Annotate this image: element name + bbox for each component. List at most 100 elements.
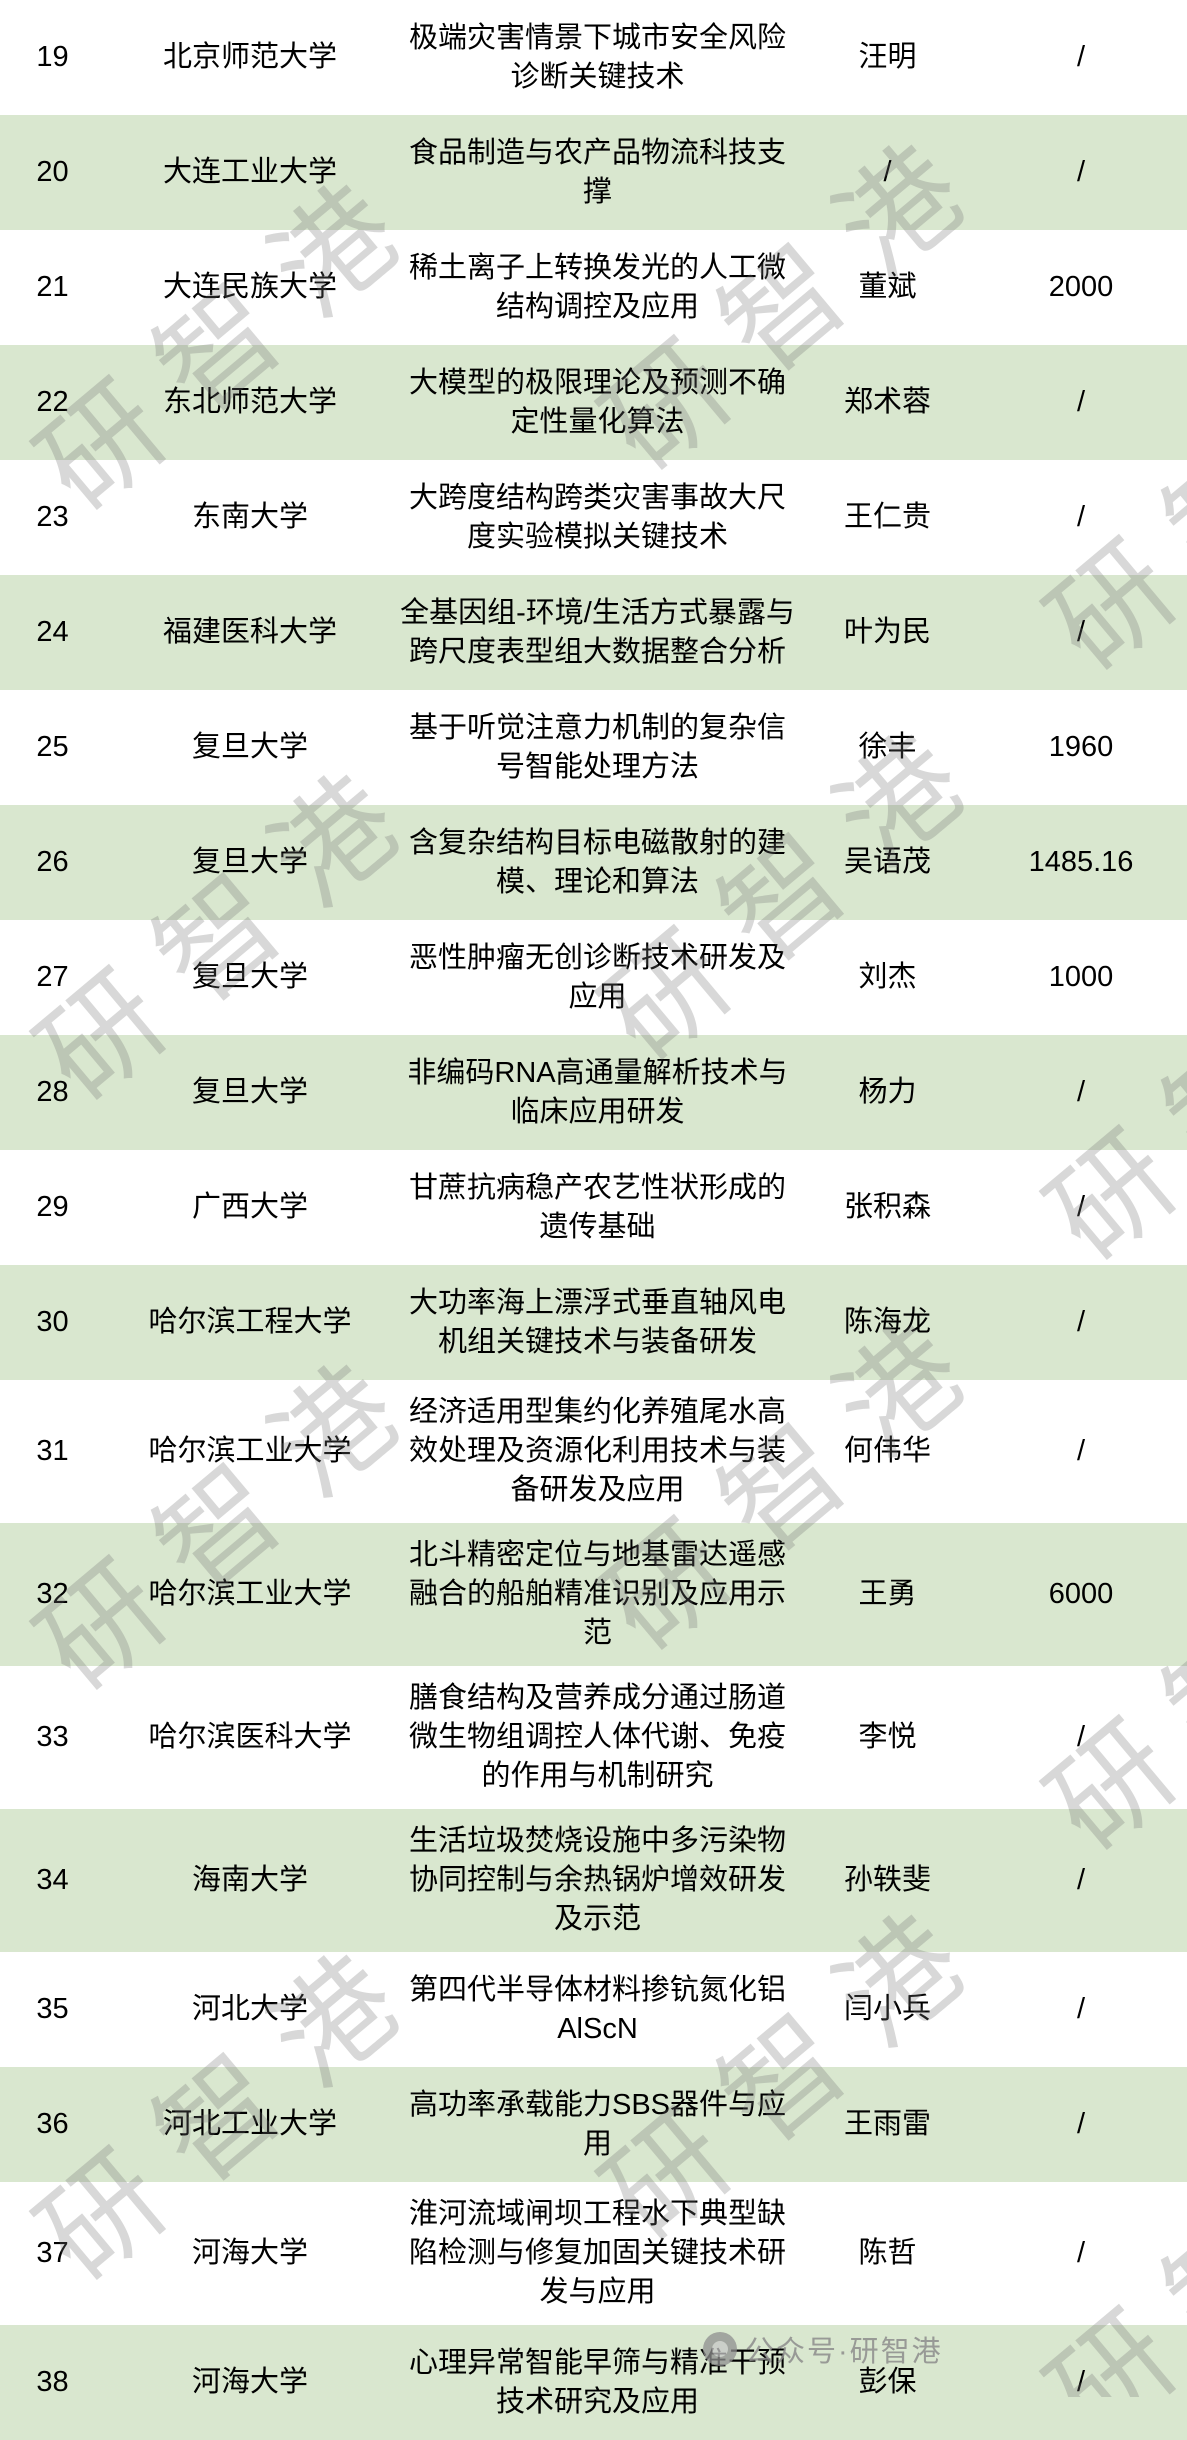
row-number-cell: 38 (36, 2366, 69, 2398)
university-cell: 东北师范大学 (162, 386, 337, 418)
table-row: 25 复旦大学 基于听觉注意力机制的复杂信号智能处理方法 徐丰 1960 (0, 690, 1187, 805)
row-number-cell: 27 (36, 961, 69, 993)
leader-name-cell: 郑术蓉 (843, 386, 931, 418)
university-cell: 哈尔滨工业大学 (148, 1435, 352, 1467)
project-title-cell: 非编码RNA高通量解析技术与临床应用研发 (407, 1056, 788, 1128)
university-cell: 海南大学 (191, 1864, 308, 1896)
project-title-cell: 全基因组-环境/生活方式暴露与跨尺度表型组大数据整合分析 (400, 596, 795, 668)
university-cell: 福建医科大学 (162, 616, 337, 648)
university-cell: 哈尔滨工业大学 (148, 1578, 352, 1610)
row-number-cell: 36 (36, 2108, 69, 2140)
table-row: 28 复旦大学 非编码RNA高通量解析技术与临床应用研发 杨力 / (0, 1035, 1187, 1150)
project-title-cell: 大模型的极限理论及预测不确定性量化算法 (408, 366, 786, 438)
funding-amount-cell: / (1076, 386, 1086, 418)
university-cell: 哈尔滨工程大学 (148, 1306, 352, 1338)
project-title-cell: 经济适用型集约化养殖尾水高效处理及资源化利用技术与装备研发及应用 (408, 1396, 786, 1506)
funding-amount-cell: / (1076, 1076, 1086, 1108)
project-title-cell: 生活垃圾焚烧设施中多污染物协同控制与余热锅炉增效研发及示范 (408, 1825, 786, 1935)
row-number-cell: 25 (36, 731, 69, 763)
university-cell: 河北大学 (191, 1993, 308, 2025)
funding-amount-cell: 1960 (1048, 731, 1114, 763)
funding-amount-cell: / (1076, 1864, 1086, 1896)
funding-amount-cell: / (1076, 1306, 1086, 1338)
university-cell: 复旦大学 (191, 961, 308, 993)
leader-name-cell: 刘杰 (858, 961, 917, 993)
funding-amount-cell: / (1076, 2366, 1086, 2398)
row-number-cell: 37 (36, 2237, 69, 2269)
table-row: 29 广西大学 甘蔗抗病稳产农艺性状形成的遗传基础 张积森 / (0, 1150, 1187, 1265)
row-number-cell: 30 (36, 1306, 69, 1338)
university-cell: 广西大学 (191, 1191, 308, 1223)
table-row: 31 哈尔滨工业大学 经济适用型集约化养殖尾水高效处理及资源化利用技术与装备研发及应… (0, 1380, 1187, 1523)
university-cell: 大连民族大学 (162, 271, 337, 303)
project-title-cell: 大功率海上漂浮式垂直轴风电机组关键技术与装备研发 (408, 1286, 786, 1358)
table-row: 34 海南大学 生活垃圾焚烧设施中多污染物协同控制与余热锅炉增效研发及示范 孙轶斐 / (0, 1809, 1187, 1952)
university-cell: 哈尔滨医科大学 (148, 1721, 352, 1753)
project-title-cell: 含复杂结构目标电磁散射的建模、理论和算法 (408, 826, 786, 898)
table-row: 30 哈尔滨工程大学 大功率海上漂浮式垂直轴风电机组关键技术与装备研发 陈海龙 / (0, 1265, 1187, 1380)
funding-amount-cell: 2000 (1048, 271, 1114, 303)
funding-amount-cell: 6000 (1048, 1578, 1114, 1610)
row-number-cell: 28 (36, 1076, 69, 1108)
table-row: 21 大连民族大学 稀土离子上转换发光的人工微结构调控及应用 董斌 2000 (0, 230, 1187, 345)
row-number-cell: 31 (36, 1435, 69, 1467)
project-title-cell: 基于听觉注意力机制的复杂信号智能处理方法 (408, 711, 786, 783)
table-row: 36 河北工业大学 高功率承载能力SBS器件与应用 王雨雷 / (0, 2067, 1187, 2182)
project-title-cell: 甘蔗抗病稳产农艺性状形成的遗传基础 (408, 1171, 786, 1243)
leader-name-cell: 汪明 (858, 41, 917, 73)
table-row: 19 北京师范大学 极端灾害情景下城市安全风险诊断关键技术 汪明 / (0, 0, 1187, 115)
table-row: 24 福建医科大学 全基因组-环境/生活方式暴露与跨尺度表型组大数据整合分析 叶为民 / (0, 575, 1187, 690)
project-title-cell: 极端灾害情景下城市安全风险诊断关键技术 (408, 21, 786, 93)
project-title-cell: 大跨度结构跨类灾害事故大尺度实验模拟关键技术 (408, 481, 786, 553)
funding-amount-cell: / (1076, 41, 1086, 73)
leader-name-cell: 董斌 (858, 271, 917, 303)
university-cell: 大连工业大学 (162, 156, 337, 188)
table-row: 35 河北大学 第四代半导体材料掺钪氮化铝AlScN 闫小兵 / (0, 1952, 1187, 2067)
leader-name-cell: 何伟华 (843, 1435, 931, 1467)
leader-name-cell: 徐丰 (858, 731, 917, 763)
funding-amount-cell: / (1076, 1435, 1086, 1467)
university-cell: 河海大学 (191, 2237, 308, 2269)
row-number-cell: 20 (36, 156, 69, 188)
leader-name-cell: 王勇 (858, 1578, 917, 1610)
row-number-cell: 23 (36, 501, 69, 533)
leader-name-cell: 吴语茂 (843, 846, 931, 878)
leader-name-cell: 张积森 (843, 1191, 931, 1223)
table-row: 33 哈尔滨医科大学 膳食结构及营养成分通过肠道微生物组调控人体代谢、免疫的作用与机… (0, 1666, 1187, 1809)
table-row: 20 大连工业大学 食品制造与农产品物流科技支撑 / / (0, 115, 1187, 230)
funding-amount-cell: / (1076, 156, 1086, 188)
leader-name-cell: 杨力 (858, 1076, 917, 1108)
row-number-cell: 19 (36, 41, 69, 73)
project-title-cell: 膳食结构及营养成分通过肠道微生物组调控人体代谢、免疫的作用与机制研究 (408, 1682, 786, 1792)
leader-name-cell: 李悦 (858, 1721, 917, 1753)
project-title-cell: 淮河流域闸坝工程水下典型缺陷检测与修复加固关键技术研发与应用 (408, 2198, 786, 2308)
table-row: 27 复旦大学 恶性肿瘤无创诊断技术研发及应用 刘杰 1000 (0, 920, 1187, 1035)
funding-amount-cell: / (1076, 1993, 1086, 2025)
table-row: 26 复旦大学 含复杂结构目标电磁散射的建模、理论和算法 吴语茂 1485.16 (0, 805, 1187, 920)
leader-name-cell: 王仁贵 (843, 501, 931, 533)
leader-name-cell: 王雨雷 (843, 2108, 931, 2140)
funding-amount-cell: / (1076, 2108, 1086, 2140)
funding-amount-cell: / (1076, 1191, 1086, 1223)
project-title-cell: 稀土离子上转换发光的人工微结构调控及应用 (408, 251, 786, 323)
funding-amount-cell: / (1076, 501, 1086, 533)
table-row: 32 哈尔滨工业大学 北斗精密定位与地基雷达遥感融合的船舶精准识别及应用示范 王勇 60… (0, 1523, 1187, 1666)
leader-name-cell: 陈哲 (858, 2237, 917, 2269)
row-number-cell: 32 (36, 1578, 69, 1610)
row-number-cell: 26 (36, 846, 69, 878)
row-number-cell: 33 (36, 1721, 69, 1753)
row-number-cell: 24 (36, 616, 69, 648)
project-title-cell: 第四代半导体材料掺钪氮化铝AlScN (408, 1973, 786, 2045)
row-number-cell: 35 (36, 1993, 69, 2025)
leader-name-cell: 叶为民 (843, 616, 931, 648)
table-row: 38 河海大学 心理异常智能早筛与精准干预技术研究及应用 彭保 / (0, 2325, 1187, 2440)
project-title-cell: 心理异常智能早筛与精准干预技术研究及应用 (408, 2346, 786, 2418)
leader-name-cell: 孙轶斐 (843, 1864, 931, 1896)
leader-name-cell: 彭保 (858, 2366, 917, 2398)
table-row: 37 河海大学 淮河流域闸坝工程水下典型缺陷检测与修复加固关键技术研发与应用 陈哲 / (0, 2182, 1187, 2325)
row-number-cell: 34 (36, 1864, 69, 1896)
funding-amount-cell: / (1076, 2237, 1086, 2269)
funding-amount-cell: 1000 (1048, 961, 1114, 993)
funding-amount-cell: 1485.16 (1028, 846, 1134, 878)
table-row: 22 东北师范大学 大模型的极限理论及预测不确定性量化算法 郑术蓉 / (0, 345, 1187, 460)
